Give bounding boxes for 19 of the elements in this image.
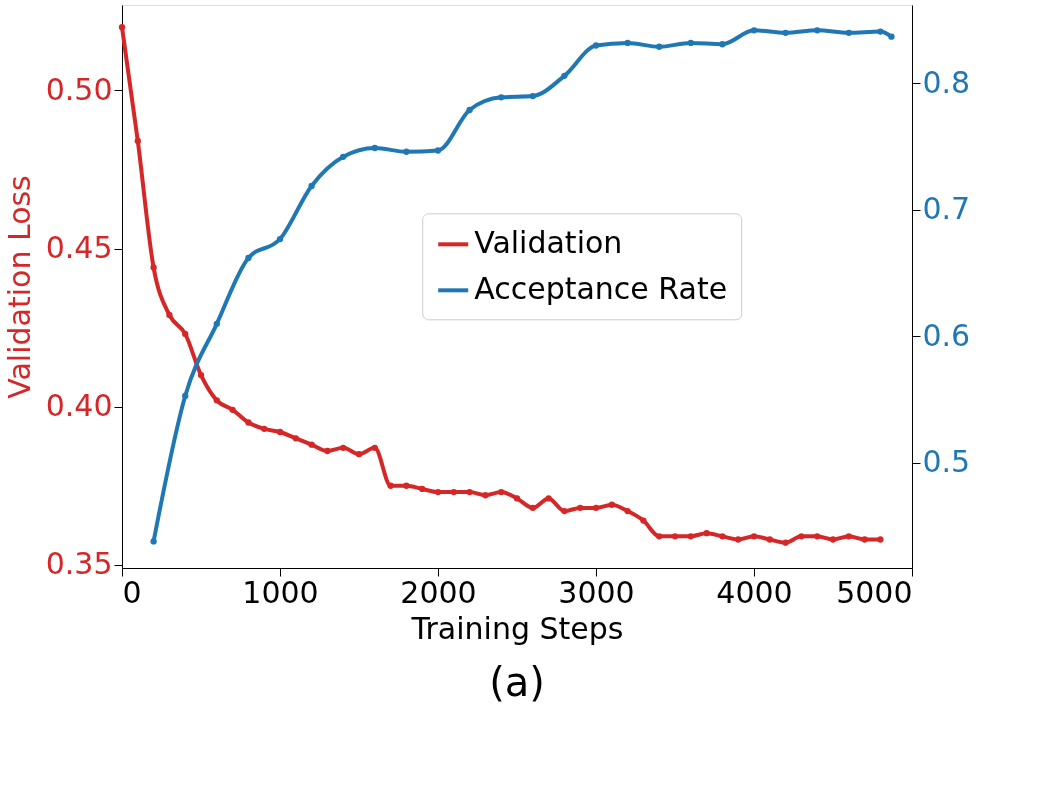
y2-tick-label: 0.7: [922, 191, 971, 227]
x-tick-label: 0: [122, 574, 142, 610]
legend-label: Validation: [474, 225, 623, 261]
x-tick-label: 3000: [558, 574, 635, 610]
y-axis-title: Validation Loss: [1, 175, 37, 399]
y-tick-label: 0.45: [45, 230, 113, 266]
x-tick-label: 4000: [716, 574, 793, 610]
y-tick-label: 0.40: [45, 388, 113, 424]
legend-label: Acceptance Rate: [474, 271, 728, 307]
y2-tick-label: 0.6: [922, 317, 971, 353]
x-tick-label: 1000: [242, 574, 319, 610]
y2-tick-label: 0.5: [922, 444, 971, 480]
x-axis-title: Training Steps: [410, 610, 624, 646]
y-tick-label: 0.35: [45, 546, 113, 582]
x-tick-label: 2000: [400, 574, 477, 610]
x-tick-label: 5000: [836, 574, 913, 610]
y2-tick-label: 0.8: [922, 64, 971, 100]
y-tick-label: 0.50: [45, 71, 113, 107]
text: (a): [489, 659, 545, 705]
